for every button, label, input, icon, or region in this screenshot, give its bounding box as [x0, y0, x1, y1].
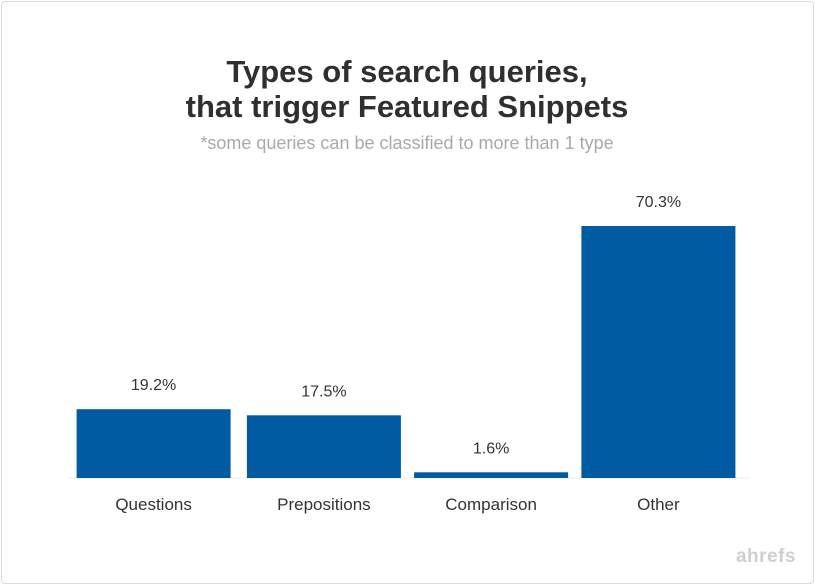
x-tick-label-prepositions: Prepositions	[277, 495, 371, 514]
x-tick-label-other: Other	[637, 495, 680, 514]
value-labels-group: 19.2% 17.5% 1.6% 70.3%	[131, 194, 681, 457]
x-tick-label-comparison: Comparison	[445, 495, 537, 514]
x-tick-label-questions: Questions	[115, 495, 192, 514]
value-label-questions: 19.2%	[131, 377, 176, 394]
chart-title-line-2: that trigger Featured Snippets	[186, 89, 629, 124]
ahrefs-logo: ahrefs	[736, 546, 796, 567]
bars-group	[76, 226, 736, 478]
bar-questions	[76, 409, 231, 478]
chart-title-line-1: Types of search queries,	[226, 54, 587, 89]
value-label-comparison: 1.6%	[473, 440, 509, 457]
bar-prepositions	[246, 415, 401, 478]
chart-subtitle: *some queries can be classified to more …	[200, 133, 613, 153]
bar-other	[581, 226, 736, 478]
value-label-other: 70.3%	[636, 194, 681, 211]
tick-labels-group: Questions Prepositions Comparison Other	[115, 495, 680, 514]
bar-comparison	[414, 472, 569, 478]
value-label-prepositions: 17.5%	[301, 383, 346, 400]
